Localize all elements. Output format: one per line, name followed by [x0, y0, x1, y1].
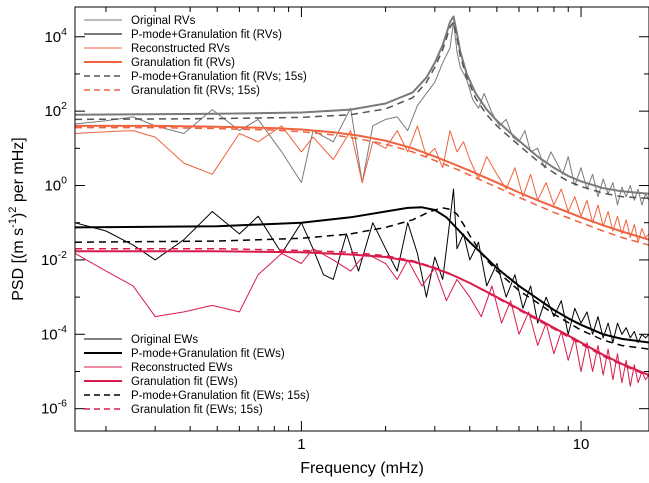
y-tick-exponent: 4 — [61, 26, 67, 38]
series-line-8 — [75, 207, 649, 342]
y-tick-label: 10-4 — [41, 323, 67, 343]
x-axis-label: Frequency (mHz) — [300, 460, 424, 477]
y-tick-label: 104 — [44, 26, 67, 46]
legend-label: Original EWs — [131, 334, 198, 346]
y-tick-exponent: -2 — [58, 249, 67, 261]
y-tick-exponent: -6 — [58, 398, 67, 410]
series-line-4 — [75, 126, 649, 242]
legend-label: Granulation fit (RVs) — [131, 57, 235, 69]
legend-label: Granulation fit (EWs; 15s) — [131, 404, 263, 416]
x-tick-label: 1 — [297, 436, 305, 453]
y-axis-label: PSD [(m s-1)2 per mHz] — [7, 137, 27, 300]
y-axis-label-part-e: per mHz] — [10, 137, 27, 206]
legend-label: P-mode+Granulation fit (EWs) — [131, 348, 285, 360]
y-axis-label-part-a: PSD [(m s — [10, 228, 27, 301]
legend-label: P-mode+Granulation fit (RVs) — [131, 29, 282, 41]
y-tick-base: 10 — [41, 252, 58, 269]
x-tick-label: 10 — [573, 436, 590, 453]
y-tick-exponent: -4 — [58, 323, 67, 335]
y-tick-base: 10 — [44, 29, 61, 46]
y-tick-base: 10 — [41, 401, 58, 418]
legend-label: P-mode+Granulation fit (EWs; 15s) — [131, 390, 310, 402]
legend-label: Granulation fit (EWs) — [131, 376, 238, 388]
series-line-7 — [75, 189, 649, 342]
y-tick-label: 102 — [44, 100, 67, 120]
series-line-9 — [75, 208, 649, 349]
y-tick-base: 10 — [44, 103, 61, 120]
legend-label: Original RVs — [131, 15, 196, 27]
y-axis-label-part-b: -1 — [7, 218, 19, 228]
y-tick-base: 10 — [41, 326, 58, 343]
y-tick-exponent: 0 — [61, 175, 67, 187]
y-tick-label: 10-2 — [41, 249, 67, 269]
y-tick-label: 100 — [44, 175, 67, 195]
legend-label: Reconstructed RVs — [131, 43, 230, 55]
y-tick-exponent: 2 — [61, 100, 67, 112]
legend-layer: Original RVs P-mode+Granulation fit (RVs)… — [84, 15, 310, 416]
y-tick-base: 10 — [44, 178, 61, 195]
y-tick-label: 10-6 — [41, 398, 67, 418]
legend-label: P-mode+Granulation fit (RVs; 15s) — [131, 71, 307, 83]
legend-label: Reconstructed EWs — [131, 362, 233, 374]
legend-label: Granulation fit (RVs; 15s) — [131, 85, 260, 97]
